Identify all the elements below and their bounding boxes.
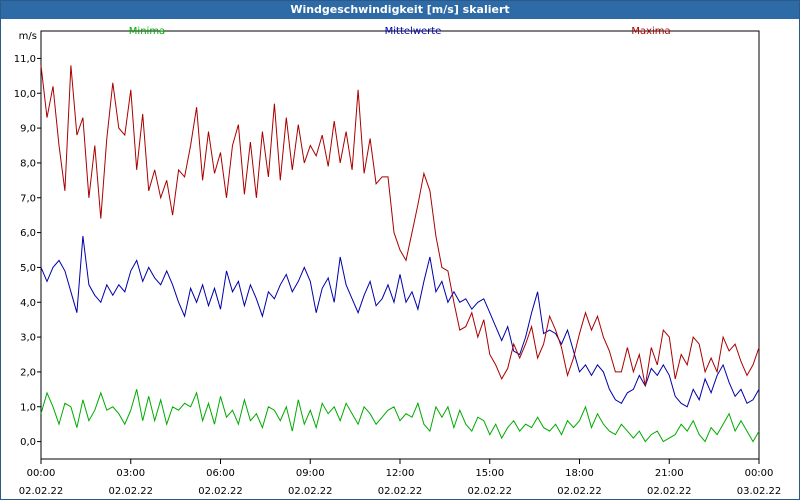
x-tick-time: 18:00 [565,468,594,479]
x-tick-time: 15:00 [475,468,504,479]
y-tick-label: 10,0 [14,89,36,100]
x-tick-time: 09:00 [296,468,325,479]
y-tick-label: 11,0 [14,54,36,65]
x-tick-date: 02.02.22 [198,486,243,497]
series-mittelwerte-line [40,236,760,408]
x-tick-date: 02.02.22 [647,486,692,497]
legend: Minima Mittelwerte Maxima [129,26,671,37]
x-tick-time: 06:00 [206,468,235,479]
x-tick-time: 00:00 [27,468,56,479]
y-tick-label: 1,0 [20,402,36,413]
y-tick-label: 7,0 [20,193,36,204]
series-lines [40,65,760,443]
legend-minima: Minima [129,26,165,37]
x-tick-date: 02.02.22 [19,486,64,497]
y-tick-label: 4,0 [20,298,36,309]
window-title: Windgeschwindigkeit [m/s] skaliert [1,1,799,19]
y-axis-label: m/s [19,31,37,42]
legend-maxima: Maxima [631,26,670,37]
x-tick-date: 02.02.22 [108,486,153,497]
y-tick-label: 8,0 [20,158,36,169]
y-tick-label: 9,0 [20,124,36,135]
series-minima-line [40,389,760,443]
x-tick-date: 02.02.22 [288,486,333,497]
y-tick-label: 6,0 [20,228,36,239]
y-tick-label: 2,0 [20,367,36,378]
plot-frame [40,30,760,460]
x-tick-time: 21:00 [655,468,684,479]
y-tick-label: 5,0 [20,263,36,274]
series-maxima-line [40,65,760,386]
x-tick-time: 12:00 [386,468,415,479]
x-tick-date: 02.02.22 [557,486,602,497]
y-tick-label: 3,0 [20,333,36,344]
x-tick-date: 02.02.22 [467,486,512,497]
y-tick-label: 0,0 [20,437,36,448]
x-tick-time: 00:00 [745,468,774,479]
legend-mittelwerte: Mittelwerte [385,26,442,37]
x-tick-time: 03:00 [116,468,145,479]
x-tick-date: 03.02.22 [737,486,782,497]
x-tick-date: 02.02.22 [378,486,423,497]
axes: 0,0 1,0 2,0 3,0 4,0 5,0 6,0 7,0 8,0 9,0 10,0 11,0 m/… [14,30,782,497]
